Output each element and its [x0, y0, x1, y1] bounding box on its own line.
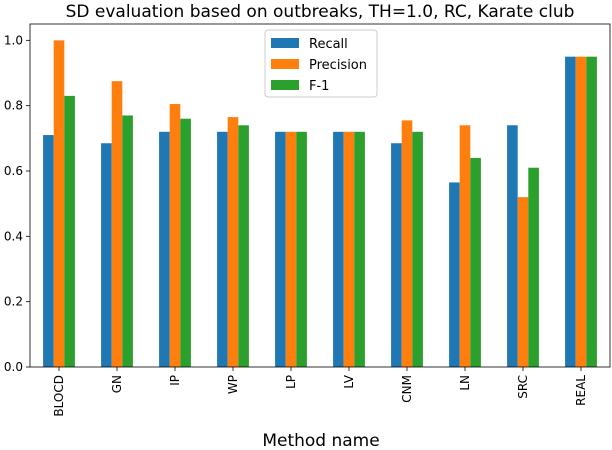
bar-recall-blocd	[43, 135, 54, 367]
bar-f-1-ip	[180, 118, 191, 367]
x-axis-label: Method name	[262, 431, 379, 450]
bar-f-1-ln	[470, 157, 481, 367]
chart-title: SD evaluation based on outbreaks, TH=1.0…	[66, 2, 575, 22]
bar-recall-real	[565, 56, 576, 368]
bar-f-1-wp	[238, 125, 249, 368]
y-tick-label: 0.8	[4, 99, 23, 113]
legend: Recall Precision F-1	[264, 29, 378, 98]
y-tick-label: 0.6	[4, 164, 23, 178]
bar-precision-real	[575, 56, 587, 368]
legend-swatch	[271, 80, 299, 90]
bar-precision-gn	[111, 81, 123, 368]
x-tick-label: GN	[110, 375, 124, 393]
y-tick-label: 1.0	[4, 33, 23, 47]
bar-precision-blocd	[53, 40, 65, 367]
bar-precision-wp	[227, 117, 239, 367]
bar-recall-src	[507, 125, 518, 368]
legend-entry: Precision	[309, 58, 367, 73]
bar-recall-lp	[275, 131, 286, 367]
legend-entry: Recall	[309, 37, 348, 52]
legend-entry: F-1	[309, 79, 329, 94]
legend-swatch	[271, 59, 299, 69]
bar-f-1-src	[528, 167, 539, 367]
y-tick-label: 0.2	[4, 295, 23, 309]
bar-recall-gn	[101, 143, 112, 367]
x-axis: BLOCD GN IP WP LP LV CNM LN SRC REAL	[52, 367, 588, 417]
bar-recall-lv	[333, 131, 344, 367]
bar-f-1-lp	[296, 131, 307, 367]
bar-f-1-lv	[354, 131, 365, 367]
bar-precision-src	[517, 197, 529, 367]
x-tick-label: WP	[226, 375, 240, 394]
x-tick-label: IP	[168, 375, 182, 386]
x-tick-label: LN	[458, 375, 472, 391]
bar-f-1-blocd	[64, 95, 75, 368]
x-tick-label: CNM	[400, 375, 414, 403]
y-tick-label: 0.4	[4, 229, 23, 243]
bar-recall-ln	[449, 182, 460, 367]
y-tick-label: 0.0	[4, 360, 23, 374]
bar-precision-lp	[285, 131, 297, 367]
y-axis: 0.0 0.2 0.4 0.6 0.8 1.0	[4, 33, 30, 374]
bar-f-1-real	[586, 56, 597, 368]
bar-f-1-gn	[122, 115, 133, 367]
bar-precision-lv	[343, 131, 355, 367]
bar-recall-cnm	[391, 143, 402, 367]
bar-recall-wp	[217, 131, 228, 367]
x-tick-label: BLOCD	[52, 375, 66, 417]
plot-frame	[29, 23, 611, 368]
plot-area	[29, 23, 611, 368]
legend-swatch	[271, 38, 299, 48]
bar-f-1-cnm	[412, 131, 423, 367]
bar-recall-ip	[159, 131, 170, 367]
x-tick-label: LP	[284, 375, 298, 389]
x-tick-label: REAL	[574, 375, 588, 406]
bar-precision-ln	[459, 125, 471, 368]
x-tick-label: SRC	[516, 375, 530, 399]
bar-precision-ip	[169, 104, 181, 367]
x-tick-label: LV	[342, 374, 356, 388]
bar-precision-cnm	[401, 120, 413, 368]
